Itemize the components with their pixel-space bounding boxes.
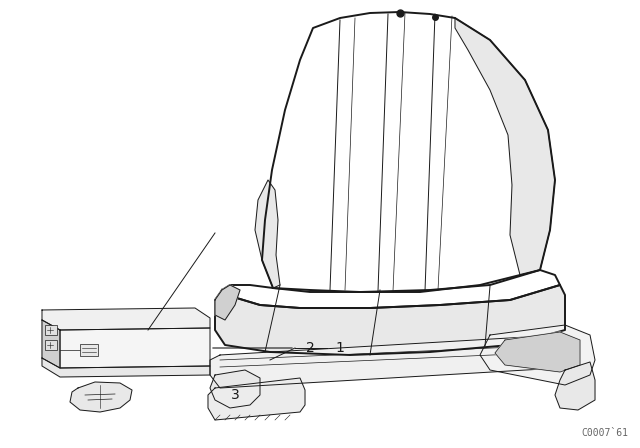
Text: 1: 1 [335, 341, 344, 355]
Polygon shape [222, 270, 560, 308]
Text: C0007`61: C0007`61 [581, 428, 628, 438]
Bar [45, 325, 57, 335]
Polygon shape [215, 285, 240, 320]
Polygon shape [480, 325, 595, 385]
Polygon shape [262, 12, 555, 292]
Polygon shape [210, 370, 260, 408]
Text: 2: 2 [306, 341, 314, 355]
Polygon shape [42, 320, 60, 368]
Polygon shape [208, 378, 305, 420]
Polygon shape [455, 18, 555, 275]
Bar [80, 344, 98, 356]
Polygon shape [495, 332, 580, 372]
Polygon shape [60, 328, 210, 368]
Polygon shape [42, 358, 210, 377]
Polygon shape [555, 362, 595, 410]
Bar [45, 340, 57, 350]
Polygon shape [42, 308, 210, 330]
Polygon shape [70, 382, 132, 412]
Text: 3: 3 [230, 388, 239, 402]
Polygon shape [210, 335, 570, 388]
Polygon shape [215, 285, 565, 355]
Polygon shape [255, 180, 280, 288]
